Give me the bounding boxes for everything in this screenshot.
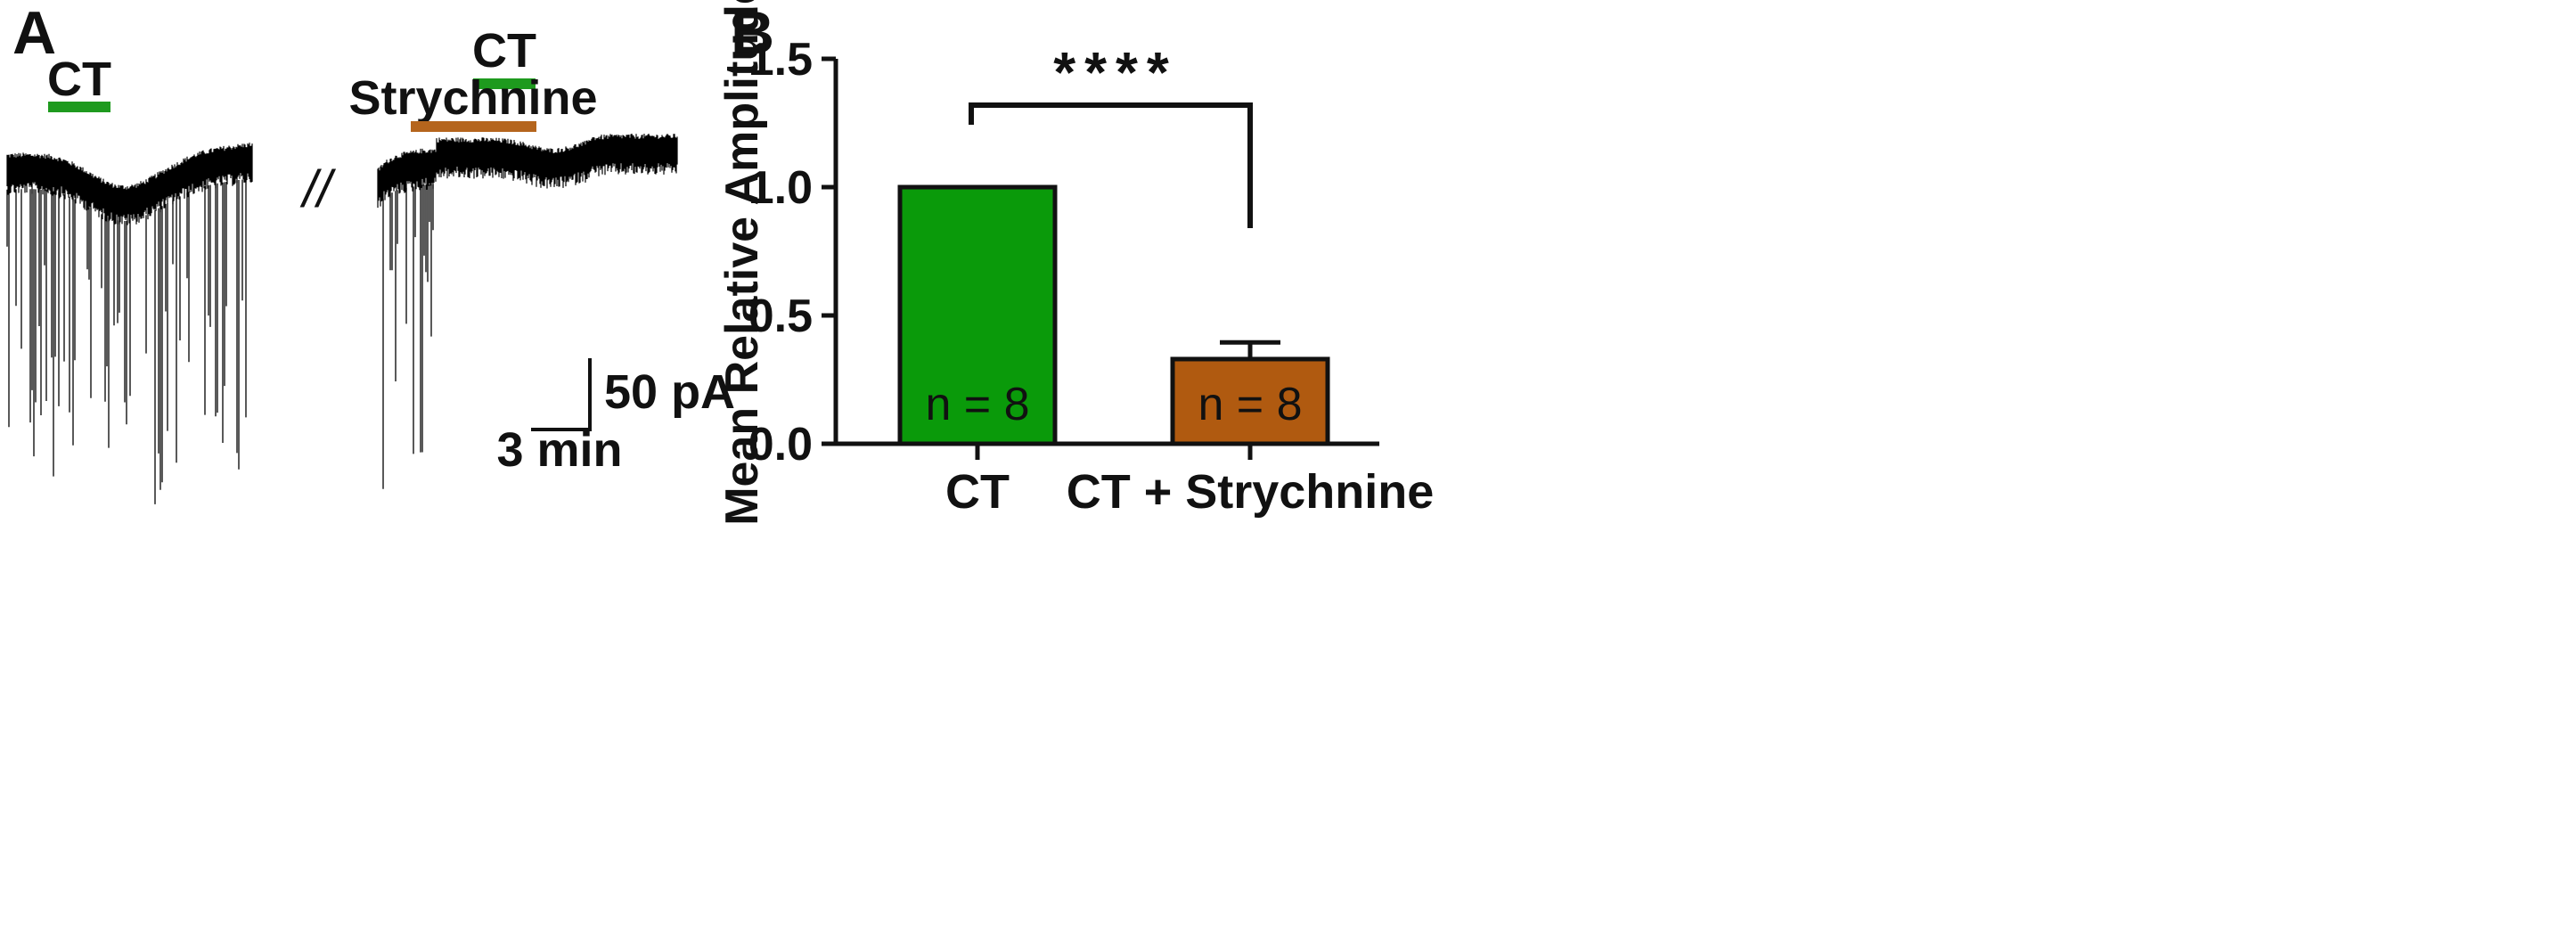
scale-bar-time-label: 3 min bbox=[496, 423, 622, 477]
bar bbox=[897, 184, 1058, 446]
scale-bar bbox=[531, 358, 592, 431]
scale-bar-current-label: 50 pA bbox=[604, 365, 735, 419]
left-drug-bar bbox=[48, 102, 110, 112]
significance-bracket bbox=[969, 102, 1253, 228]
panel-letter-a: A bbox=[12, 0, 56, 67]
trace-events bbox=[382, 184, 434, 489]
trace-baseline bbox=[6, 143, 253, 225]
bar-n-label: n = 8 bbox=[925, 379, 1029, 430]
y-axis-title: Mean Relative Amplitude bbox=[716, 0, 768, 526]
right-current-trace bbox=[377, 134, 678, 489]
antagonist-bar bbox=[411, 121, 536, 132]
antagonist-label: Strychnine bbox=[348, 71, 597, 125]
bar-n-label: n = 8 bbox=[1198, 379, 1302, 430]
trace-events bbox=[6, 179, 247, 504]
bar bbox=[1170, 356, 1330, 446]
left-drug-label: CT bbox=[47, 53, 111, 106]
left-current-trace bbox=[6, 143, 253, 504]
y-tick-label: 1.5 bbox=[748, 34, 813, 86]
x-tick-label: CT bbox=[945, 465, 1010, 519]
panel-letter-b: B bbox=[731, 0, 774, 67]
y-tick-label: 0.0 bbox=[748, 419, 813, 470]
right-drug-bar bbox=[473, 78, 536, 89]
x-tick-label: CT + Strychnine bbox=[1067, 465, 1435, 519]
bar-chart: 0.0 0.5 1.0 1.5 CT n = 8 CT + Strychnine n = 8 bbox=[748, 34, 1435, 519]
right-drug-label: CT bbox=[472, 24, 536, 78]
y-tick-label: 0.5 bbox=[748, 290, 813, 342]
significance-label: **** bbox=[1053, 40, 1178, 104]
break-marker: // bbox=[299, 160, 337, 218]
trace-baseline bbox=[377, 134, 678, 209]
y-tick-label: 1.0 bbox=[748, 162, 813, 214]
